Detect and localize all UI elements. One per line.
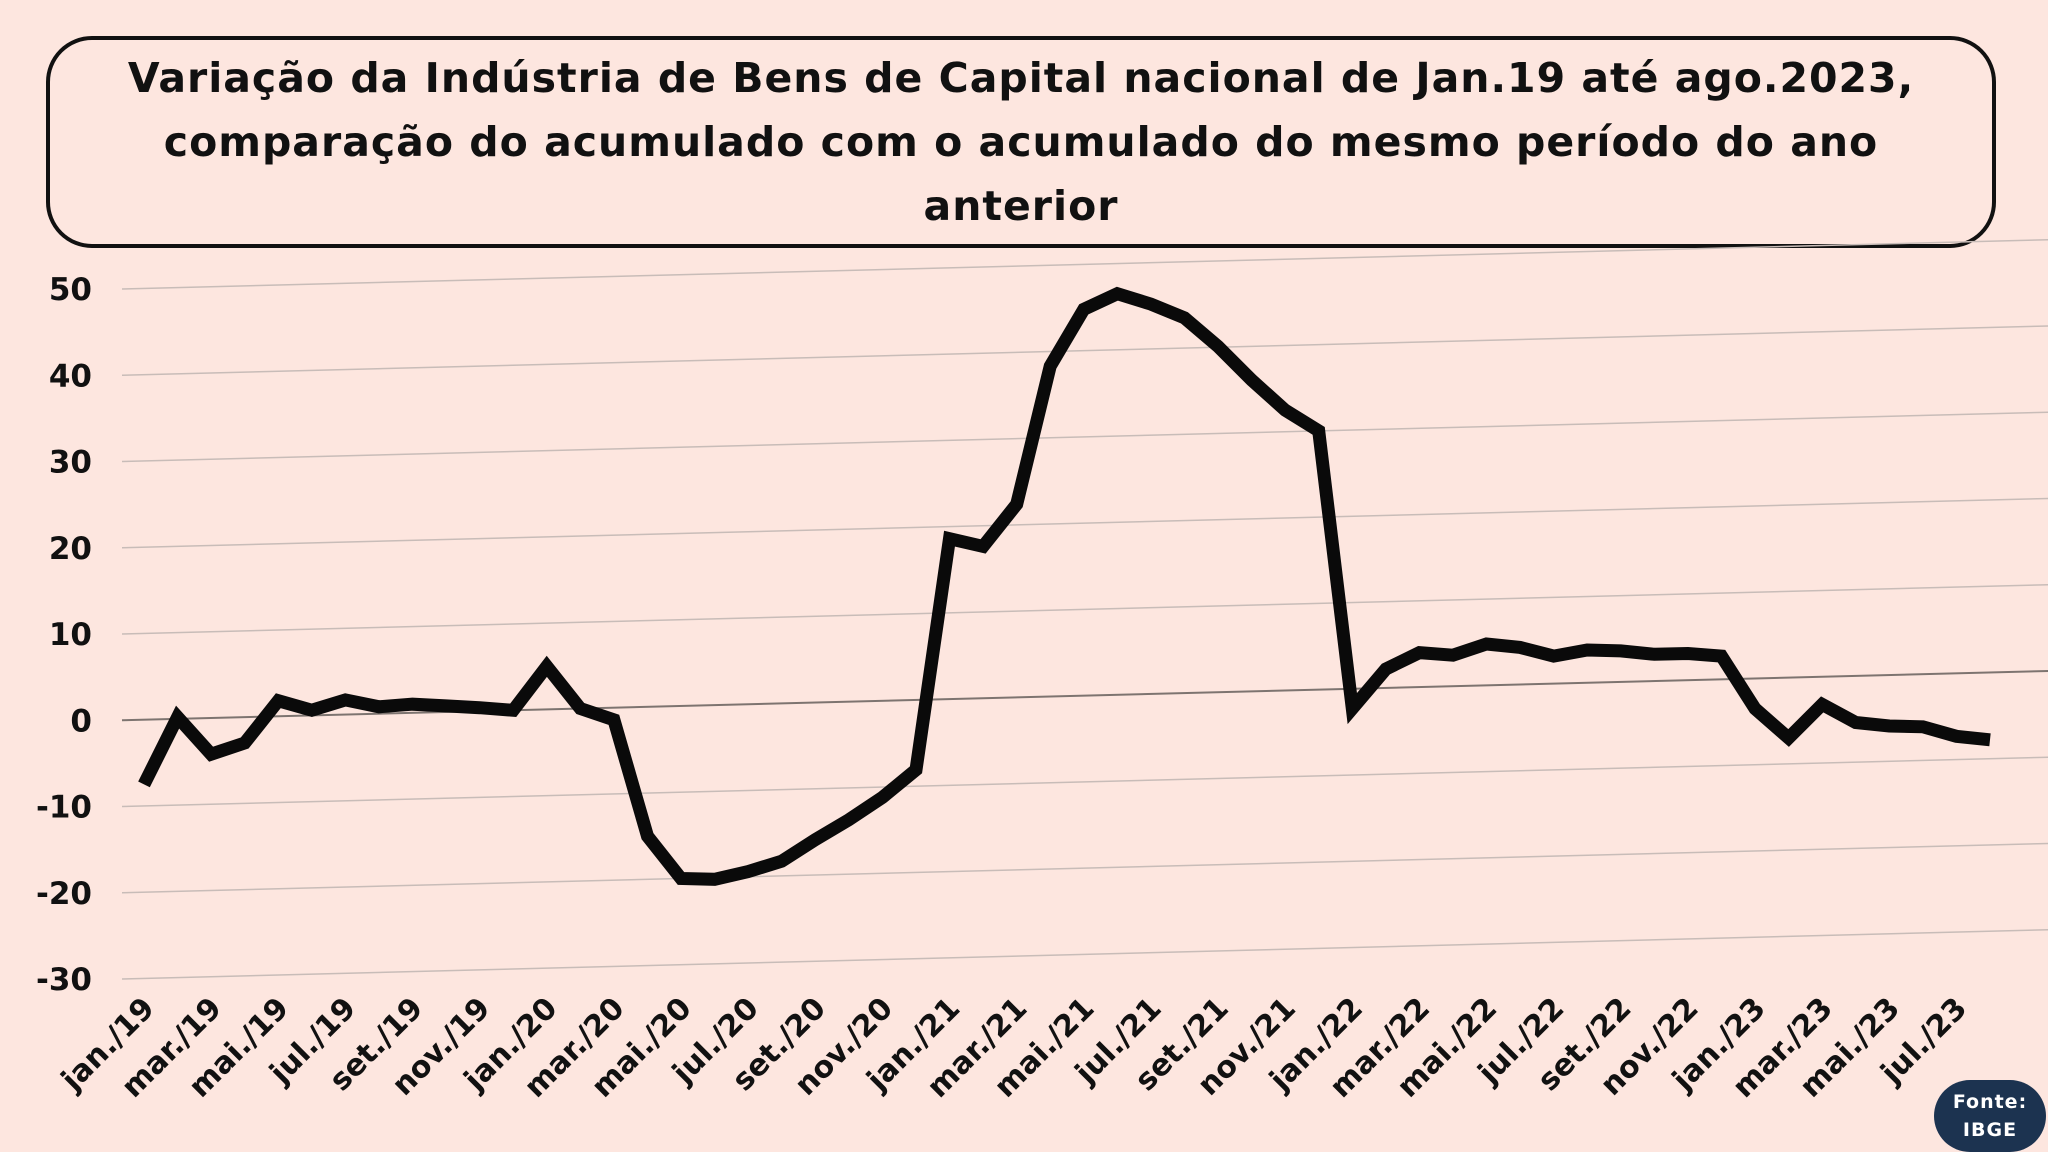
- chart-title: Variação da Indústria de Bens de Capital…: [127, 54, 1915, 230]
- source-value: IBGE: [1962, 1119, 2018, 1141]
- x-axis-tick-labels: jan./19mar./19mai./19jul./19set./19nov./…: [54, 991, 1974, 1105]
- gridline-20: [121, 497, 2048, 549]
- chart-title-box: Variação da Indústria de Bens de Capital…: [46, 36, 1996, 248]
- y-axis-tick-labels: 50 40 30 20 10 0 -10 -20 -30: [36, 272, 92, 998]
- y-tick-label: 50: [49, 272, 92, 308]
- y-tick-label: 0: [70, 703, 92, 739]
- gridline-10: [121, 584, 2048, 635]
- y-tick-label: -30: [36, 962, 92, 998]
- y-tick-label: -20: [36, 876, 92, 912]
- gridline--20: [121, 842, 2048, 894]
- gridline--10: [121, 756, 2048, 808]
- y-tick-label: 10: [49, 617, 92, 653]
- gridline-40: [121, 325, 2048, 376]
- source-badge: Fonte: IBGE: [1934, 1080, 2046, 1152]
- gridline-30: [121, 411, 2048, 463]
- gridline-50: [121, 239, 2048, 290]
- y-tick-label: -10: [36, 790, 92, 826]
- y-tick-label: 40: [49, 358, 92, 394]
- source-label: Fonte:: [1952, 1091, 2028, 1113]
- y-tick-label: 30: [49, 445, 92, 481]
- grid-lines: [121, 239, 2048, 980]
- gridline--30: [121, 929, 2048, 980]
- series-line: [138, 286, 1991, 886]
- series-layer: [138, 286, 1991, 886]
- y-tick-label: 20: [49, 531, 92, 567]
